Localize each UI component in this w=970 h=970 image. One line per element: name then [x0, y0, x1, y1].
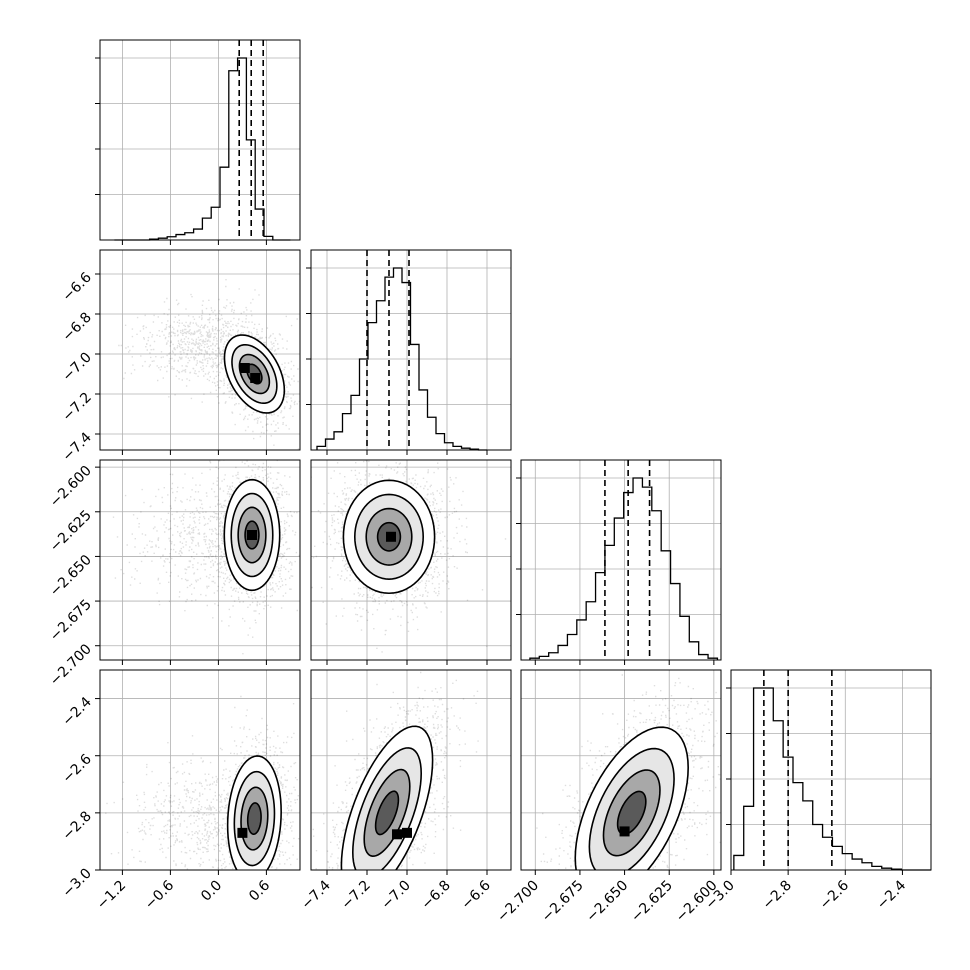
- x-tick-label-2: −7.0: [378, 878, 413, 913]
- panel-content: [100, 695, 300, 870]
- x-tick-label-0: −1.2: [94, 878, 129, 913]
- x-tick-label-2: 0.0: [198, 878, 225, 905]
- histogram-frame: [99, 39, 301, 241]
- contour-level-3: [374, 790, 400, 836]
- scatter-frame: [310, 459, 512, 661]
- x-tick-label-2: −2.6: [817, 877, 852, 912]
- density-peak-0: [247, 530, 257, 540]
- x-tick-label-3: 0.6: [246, 877, 273, 904]
- scatter-points: [118, 279, 300, 450]
- scatter-frame: [99, 459, 301, 661]
- y-tick-label-0: −7.4: [59, 429, 94, 464]
- scatter-panel-3-0: −1.2 −0.6 0.0 0.6 −3.0 −2.8 −2.6 −2.4: [59, 669, 301, 913]
- x-tick-label-2: −2.650: [583, 878, 631, 926]
- density-peak-1: [402, 827, 412, 838]
- x-tick-label-3: −2.625: [628, 878, 676, 926]
- density-peak-0: [619, 826, 630, 837]
- scatter-frame: [99, 669, 301, 871]
- x-tick-label-0: −2.700: [494, 878, 542, 926]
- scatter-panel-2-1: [310, 459, 512, 665]
- x-tick-label-1: −0.6: [142, 877, 177, 912]
- x-tick-label-1: −7.2: [338, 878, 373, 913]
- histogram-steps: [114, 57, 291, 241]
- histogram-frame: [310, 249, 512, 451]
- histogram-panel-3: −3.0 −2.8 −2.6 −2.4: [702, 669, 932, 913]
- histogram-panel-1: [306, 249, 512, 455]
- x-tick-label-1: −2.675: [539, 878, 587, 926]
- panel-content: [112, 460, 300, 655]
- density-peak-0: [386, 531, 396, 542]
- y-tick-label-0: −2.700: [47, 641, 95, 689]
- panel-content: [536, 674, 721, 870]
- y-tick-label-3: −2.4: [59, 694, 94, 729]
- histogram-steps: [733, 687, 931, 871]
- scatter-panel-2-0: −2.700−2.675−2.650−2.625−2.600: [47, 459, 301, 689]
- histogram-panel-0: [95, 39, 301, 245]
- y-tick-label-2: −2.6: [59, 751, 94, 786]
- density-peak-1: [250, 373, 261, 383]
- histogram-frame: [730, 669, 932, 871]
- y-tick-label-2: −2.650: [47, 552, 95, 600]
- density-peak-0: [392, 829, 402, 840]
- panel-content: [118, 279, 300, 450]
- histogram-steps: [529, 477, 719, 660]
- contour-level-3: [616, 790, 647, 836]
- y-tick-label-2: −7.0: [59, 350, 94, 385]
- x-tick-label-1: −2.8: [760, 878, 795, 913]
- contour-level-3: [246, 802, 262, 836]
- histogram-panel-2: [516, 459, 722, 665]
- y-tick-label-0: −3.0: [59, 866, 94, 901]
- x-tick-label-0: −7.4: [298, 877, 333, 912]
- y-tick-label-1: −2.675: [47, 597, 95, 645]
- x-tick-label-4: −6.6: [458, 877, 493, 912]
- panel-content: [312, 671, 479, 870]
- scatter-panel-3-1: −7.4 −7.2 −7.0 −6.8 −6.6: [298, 669, 512, 913]
- y-tick-label-1: −2.8: [59, 808, 94, 843]
- density-peak-0: [237, 827, 248, 838]
- y-tick-label-4: −6.6: [59, 269, 94, 304]
- scatter-frame: [99, 249, 301, 451]
- scatter-panel-1-0: −7.4 −7.2 −7.0 −6.8 −6.6: [59, 249, 301, 465]
- y-tick-label-1: −7.2: [59, 390, 94, 425]
- scatter-frame: [310, 669, 512, 871]
- scatter-panel-3-2: −2.700−2.675−2.650−2.625−2.600: [494, 669, 722, 926]
- x-tick-label-3: −2.4: [874, 877, 909, 912]
- histogram-steps: [316, 267, 487, 451]
- density-peak-0: [239, 363, 250, 373]
- histogram-frame: [520, 459, 722, 661]
- y-tick-label-3: −6.8: [59, 310, 94, 345]
- x-tick-label-3: −6.8: [418, 878, 453, 913]
- scatter-frame: [520, 669, 722, 871]
- scatter-points: [100, 695, 300, 870]
- panel-content: [311, 460, 507, 653]
- y-tick-label-4: −2.600: [47, 463, 95, 511]
- scatter-points: [112, 460, 300, 655]
- y-tick-label-3: −2.625: [47, 507, 95, 555]
